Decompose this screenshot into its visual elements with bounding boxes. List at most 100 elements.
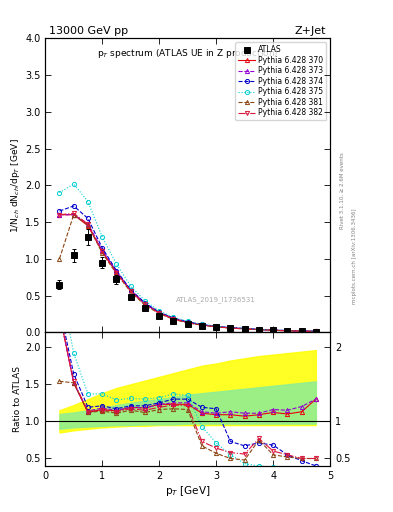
Pythia 6.428 381 (228, 325, 233, 331)
Pythia 6.428 373 (114, 268, 119, 274)
Pythia 6.428 374 (171, 315, 176, 321)
Pythia 6.428 381 (299, 328, 304, 334)
Pythia 6.428 382 (114, 270, 119, 276)
Pythia 6.428 374 (86, 216, 90, 222)
Pythia 6.428 374 (157, 309, 162, 315)
Pythia 6.428 382 (129, 288, 133, 294)
Pythia 6.428 370 (299, 328, 304, 334)
Pythia 6.428 374 (57, 208, 62, 214)
Pythia 6.428 370 (285, 328, 290, 334)
Line: Pythia 6.428 373: Pythia 6.428 373 (57, 212, 318, 333)
Pythia 6.428 370 (57, 211, 62, 218)
Pythia 6.428 373 (171, 315, 176, 322)
Pythia 6.428 374 (257, 326, 261, 332)
Pythia 6.428 375 (157, 308, 162, 314)
Text: Z+Jet: Z+Jet (295, 26, 326, 36)
Pythia 6.428 373 (86, 221, 90, 227)
Pythia 6.428 370 (157, 309, 162, 315)
Pythia 6.428 374 (114, 268, 119, 274)
Pythia 6.428 374 (214, 323, 219, 329)
Pythia 6.428 373 (129, 287, 133, 293)
Pythia 6.428 370 (114, 269, 119, 275)
Pythia 6.428 370 (228, 325, 233, 331)
Pythia 6.428 381 (242, 326, 247, 332)
Pythia 6.428 382 (86, 221, 90, 227)
Pythia 6.428 375 (214, 323, 219, 329)
Pythia 6.428 381 (185, 320, 190, 326)
Pythia 6.428 373 (271, 327, 275, 333)
Pythia 6.428 370 (86, 223, 90, 229)
Pythia 6.428 370 (200, 322, 204, 328)
Line: Pythia 6.428 381: Pythia 6.428 381 (57, 212, 318, 333)
Text: p$_T$ spectrum (ATLAS UE in Z production): p$_T$ spectrum (ATLAS UE in Z production… (97, 47, 279, 60)
Pythia 6.428 375 (86, 199, 90, 205)
Pythia 6.428 374 (72, 203, 76, 209)
Pythia 6.428 375 (299, 328, 304, 334)
Pythia 6.428 374 (143, 300, 147, 306)
Pythia 6.428 375 (314, 328, 318, 334)
Pythia 6.428 373 (200, 322, 204, 328)
Pythia 6.428 374 (200, 322, 204, 328)
Pythia 6.428 373 (100, 247, 105, 253)
Pythia 6.428 381 (271, 327, 275, 333)
Pythia 6.428 382 (171, 316, 176, 322)
Pythia 6.428 370 (171, 316, 176, 322)
Pythia 6.428 382 (100, 248, 105, 254)
Pythia 6.428 374 (185, 319, 190, 325)
Line: Pythia 6.428 374: Pythia 6.428 374 (57, 204, 318, 333)
Pythia 6.428 375 (228, 325, 233, 331)
Pythia 6.428 382 (143, 302, 147, 308)
Pythia 6.428 382 (185, 319, 190, 326)
Pythia 6.428 381 (214, 324, 219, 330)
Y-axis label: 1/N$_{ch}$ dN$_{ch}$/dp$_T$ [GeV]: 1/N$_{ch}$ dN$_{ch}$/dp$_T$ [GeV] (9, 138, 22, 233)
Pythia 6.428 370 (72, 211, 76, 218)
Pythia 6.428 382 (57, 211, 62, 218)
Pythia 6.428 373 (285, 328, 290, 334)
Line: Pythia 6.428 375: Pythia 6.428 375 (57, 182, 318, 333)
Pythia 6.428 374 (285, 328, 290, 334)
Pythia 6.428 373 (214, 324, 219, 330)
Pythia 6.428 373 (299, 328, 304, 334)
Pythia 6.428 375 (185, 318, 190, 325)
Pythia 6.428 381 (314, 328, 318, 334)
Legend: ATLAS, Pythia 6.428 370, Pythia 6.428 373, Pythia 6.428 374, Pythia 6.428 375, P: ATLAS, Pythia 6.428 370, Pythia 6.428 37… (235, 42, 326, 120)
Pythia 6.428 381 (129, 289, 133, 295)
Text: Rivet 3.1.10, ≥ 2.6M events: Rivet 3.1.10, ≥ 2.6M events (340, 153, 345, 229)
Pythia 6.428 373 (314, 328, 318, 334)
Y-axis label: Ratio to ATLAS: Ratio to ATLAS (13, 366, 22, 432)
Pythia 6.428 375 (129, 283, 133, 289)
Pythia 6.428 382 (257, 327, 261, 333)
Pythia 6.428 375 (271, 327, 275, 333)
Line: Pythia 6.428 382: Pythia 6.428 382 (57, 211, 318, 333)
Text: mcplots.cern.ch [arXiv:1306.3436]: mcplots.cern.ch [arXiv:1306.3436] (352, 208, 357, 304)
Pythia 6.428 374 (100, 245, 105, 251)
Pythia 6.428 375 (100, 233, 105, 240)
Pythia 6.428 375 (57, 189, 62, 196)
Pythia 6.428 381 (157, 310, 162, 316)
Pythia 6.428 381 (143, 302, 147, 308)
Pythia 6.428 381 (171, 316, 176, 323)
Pythia 6.428 373 (257, 326, 261, 332)
Pythia 6.428 370 (143, 301, 147, 307)
Pythia 6.428 373 (143, 301, 147, 307)
Pythia 6.428 375 (200, 321, 204, 327)
Pythia 6.428 381 (114, 270, 119, 276)
Pythia 6.428 373 (157, 309, 162, 315)
Pythia 6.428 381 (86, 222, 90, 228)
Pythia 6.428 373 (228, 325, 233, 331)
Pythia 6.428 374 (271, 327, 275, 333)
Pythia 6.428 370 (185, 319, 190, 326)
Pythia 6.428 375 (114, 261, 119, 267)
Pythia 6.428 370 (271, 327, 275, 333)
Pythia 6.428 375 (257, 326, 261, 332)
Pythia 6.428 370 (100, 248, 105, 254)
Pythia 6.428 381 (200, 322, 204, 328)
Pythia 6.428 374 (228, 325, 233, 331)
Pythia 6.428 375 (242, 325, 247, 331)
Pythia 6.428 381 (100, 250, 105, 256)
Pythia 6.428 381 (257, 327, 261, 333)
Pythia 6.428 375 (285, 328, 290, 334)
Pythia 6.428 375 (143, 297, 147, 304)
Pythia 6.428 374 (129, 287, 133, 293)
Pythia 6.428 381 (72, 211, 76, 218)
